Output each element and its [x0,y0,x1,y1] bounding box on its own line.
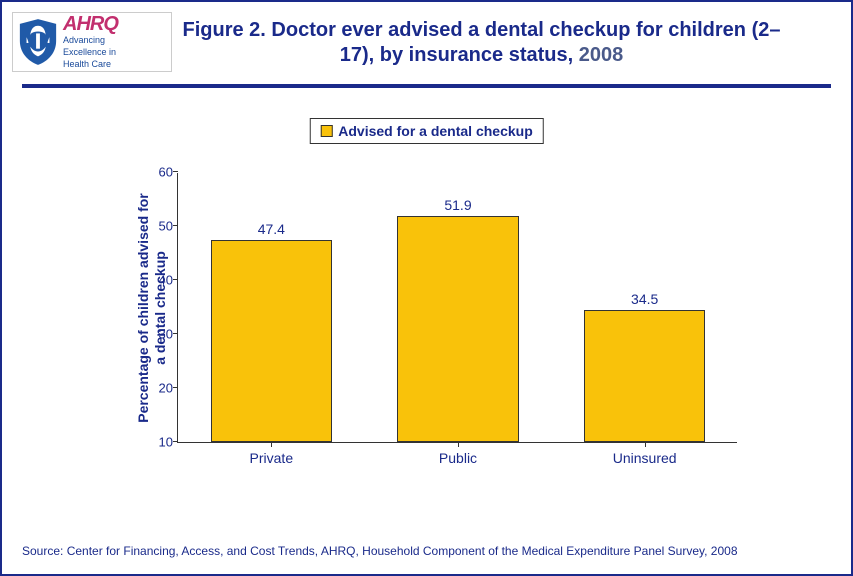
ahrq-tag-line: Advancing [63,36,118,46]
y-tick-label: 30 [143,327,173,342]
bar-value-label: 34.5 [585,291,704,307]
x-tick-mark [458,442,459,447]
legend-label: Advised for a dental checkup [338,123,533,139]
y-tick-label: 50 [143,219,173,234]
y-tick-label: 10 [143,435,173,450]
legend-swatch [320,125,332,137]
y-tick-label: 60 [143,165,173,180]
bar-value-label: 47.4 [212,221,331,237]
x-tick-mark [645,442,646,447]
bar: 47.4 [211,240,332,442]
source-citation: Source: Center for Financing, Access, an… [22,544,738,558]
y-tick-mark [173,225,178,226]
bar: 51.9 [397,216,518,442]
ahrq-tag-line: Health Care [63,60,118,70]
ahrq-logo-text: AHRQ Advancing Excellence in Health Care [63,14,118,70]
plot-region: 10203040506047.4Private51.9Public34.5Uni… [177,173,737,443]
title-main: Figure 2. Doctor ever advised a dental c… [183,19,781,66]
header: AHRQ Advancing Excellence in Health Care… [2,2,851,72]
logo-block: AHRQ Advancing Excellence in Health Care [12,12,172,72]
figure-container: AHRQ Advancing Excellence in Health Care… [0,0,853,576]
x-tick-mark [271,442,272,447]
legend: Advised for a dental checkup [309,118,544,144]
y-tick-mark [173,333,178,334]
ahrq-tag-line: Excellence in [63,48,118,58]
y-tick-mark [173,441,178,442]
figure-title: Figure 2. Doctor ever advised a dental c… [172,18,791,68]
header-divider [22,84,831,88]
chart-area: Advised for a dental checkup Percentage … [62,118,791,498]
y-tick-mark [173,279,178,280]
title-year: 2008 [579,44,624,66]
y-tick-label: 20 [143,381,173,396]
bar-value-label: 51.9 [398,197,517,213]
hhs-seal-icon [17,18,59,66]
x-category-label: Uninsured [613,450,677,466]
ahrq-name: AHRQ [63,14,118,34]
y-tick-mark [173,387,178,388]
x-category-label: Private [250,450,294,466]
bar: 34.5 [584,310,705,442]
y-tick-mark [173,171,178,172]
x-category-label: Public [439,450,477,466]
title-block: Figure 2. Doctor ever advised a dental c… [172,12,831,68]
y-tick-label: 40 [143,273,173,288]
